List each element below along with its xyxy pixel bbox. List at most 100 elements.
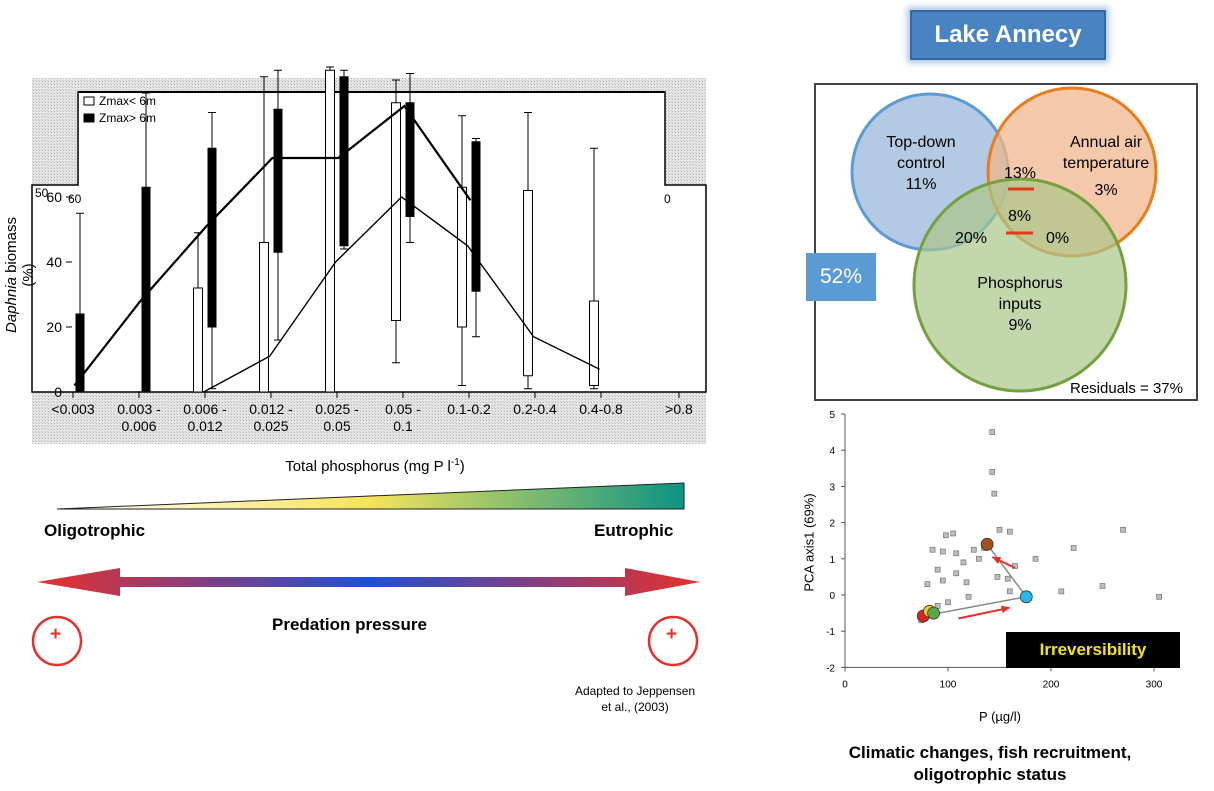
pca-y-tick-label: 4 [829, 446, 835, 457]
overlap-temp-phos: 0% [1046, 230, 1070, 247]
pca-highlight-point [980, 537, 994, 551]
pca-point [943, 532, 949, 539]
topdown-pct: 11% [905, 176, 937, 193]
pca-point [989, 429, 996, 435]
y-tick-label: 0 [54, 384, 62, 400]
pca-y-tick-label: 2 [829, 519, 835, 530]
pca-point [1006, 528, 1013, 535]
pca-point [950, 530, 957, 537]
legend-label-open: Zmax< 6m [99, 94, 156, 108]
pca-point [996, 526, 1003, 533]
pca-point [1058, 588, 1065, 595]
venn-circle-phosphorus [912, 177, 1128, 393]
x-tick-label: 0.012 - [249, 401, 293, 417]
x-tick-label: >0.8 [665, 401, 693, 417]
pca-y-tick-label: 0 [829, 591, 835, 602]
legend-swatch-open [83, 96, 95, 106]
pca-point [934, 566, 941, 573]
overlap-all: 8% [1008, 208, 1032, 225]
outside-percent-box: 52% [806, 253, 876, 301]
median-line [73, 104, 472, 387]
pca-point [1004, 575, 1011, 582]
x-tick-label: 0.012 [187, 418, 222, 434]
pca-arrow-head [1001, 605, 1010, 614]
pca-point [970, 546, 977, 553]
pca-point [953, 570, 960, 577]
caption-line2: oligotrophic status [913, 765, 1067, 784]
pca-y-tick-label: -2 [826, 663, 835, 674]
box-bar [75, 313, 85, 393]
pca-point [994, 574, 1001, 580]
box-bar [523, 190, 533, 377]
venn-frame [814, 83, 1198, 401]
pca-point [924, 581, 931, 587]
x-tick-label: 0.05 - [385, 401, 421, 417]
x-tick-label: <0.003 [51, 401, 94, 417]
x-tick-label: 0.4-0.8 [579, 401, 623, 417]
pca-arrow [958, 606, 1011, 620]
box-bar [207, 147, 217, 328]
pca-point [976, 555, 982, 562]
topdown-line1: Top-down [886, 134, 956, 151]
x-tick-label: 0.1-0.2 [447, 401, 491, 417]
pca-point [939, 548, 946, 555]
caption-line1: Climatic changes, fish recruitment, [848, 743, 1132, 762]
temperature-line1: Annual air [1069, 134, 1143, 151]
pca-point [991, 490, 998, 497]
x-tick-label: 0.025 - [315, 401, 359, 417]
pca-y-tick-label: 3 [829, 482, 835, 493]
box-bar [405, 102, 415, 217]
topdown-line2: control [896, 155, 946, 172]
y-tick-label: 60 [46, 189, 62, 205]
pca-point [965, 593, 972, 600]
x-tick-label: 0.006 - [183, 401, 227, 417]
pca-point [945, 599, 951, 606]
phosphorus-pct: 9% [1008, 317, 1032, 334]
venn-label-topdown: Top-down control 11% [866, 132, 976, 195]
plus-right: + [666, 624, 678, 645]
pca-arrow-head [992, 556, 1002, 565]
xlabel-sup: -1 [450, 457, 460, 468]
pca-x-tick-label: 0 [842, 679, 848, 690]
pca-x-tick-label: 200 [1043, 679, 1060, 690]
credit-text: Adapted to Jeppensen et al., (2003) [545, 683, 725, 715]
pca-xlabel: P (µg/l) [979, 709, 1021, 724]
y-tick-label: 40 [46, 254, 62, 270]
pca-ylabel: PCA axis1 (69%) [801, 493, 817, 592]
pca-x-tick-label: 300 [1146, 679, 1163, 690]
venn-label-phosphorus: Phosphorus inputs 9% [960, 273, 1080, 336]
x-tick-label: 0.1 [393, 418, 413, 434]
plus-left: + [50, 624, 62, 645]
venn-label-temperature: Annual air temperature 3% [1046, 132, 1166, 201]
x-tick-label: 0.025 [253, 418, 288, 434]
median-line [203, 196, 600, 393]
pca-y-tick-label: 1 [829, 555, 835, 566]
phosphorus-line1: Phosphorus [977, 275, 1063, 292]
predation-arrow [37, 568, 700, 596]
pca-point [963, 579, 970, 586]
phosphorus-line2: inputs [998, 296, 1042, 313]
irreversibility-label: Irreversibility [1006, 632, 1180, 668]
x-tick-label: 0.003 - [117, 401, 161, 417]
pca-point [939, 577, 946, 584]
pca-y-tick-label: 5 [829, 410, 835, 421]
pca-point [929, 546, 936, 553]
xlabel-tail: ) [459, 458, 465, 475]
lake-title: Lake Annecy [910, 10, 1106, 60]
pca-point [1099, 583, 1106, 589]
pca-point [1006, 588, 1013, 595]
legend-swatch-filled [83, 113, 95, 123]
pca-highlight-point [1019, 590, 1033, 604]
inset-label-0: 0 [664, 192, 671, 206]
inset-label-50: 50 [35, 186, 49, 200]
box-bar [259, 242, 269, 393]
x-tick-label: 0.05 [323, 418, 350, 434]
pca-point [1120, 526, 1126, 533]
pca-point [1032, 555, 1039, 562]
x-tick-label: 0.2-0.4 [513, 401, 557, 417]
box-bar [273, 108, 283, 253]
daphnia-xlabel: Total phosphorus (mg P l-1) [190, 457, 560, 475]
